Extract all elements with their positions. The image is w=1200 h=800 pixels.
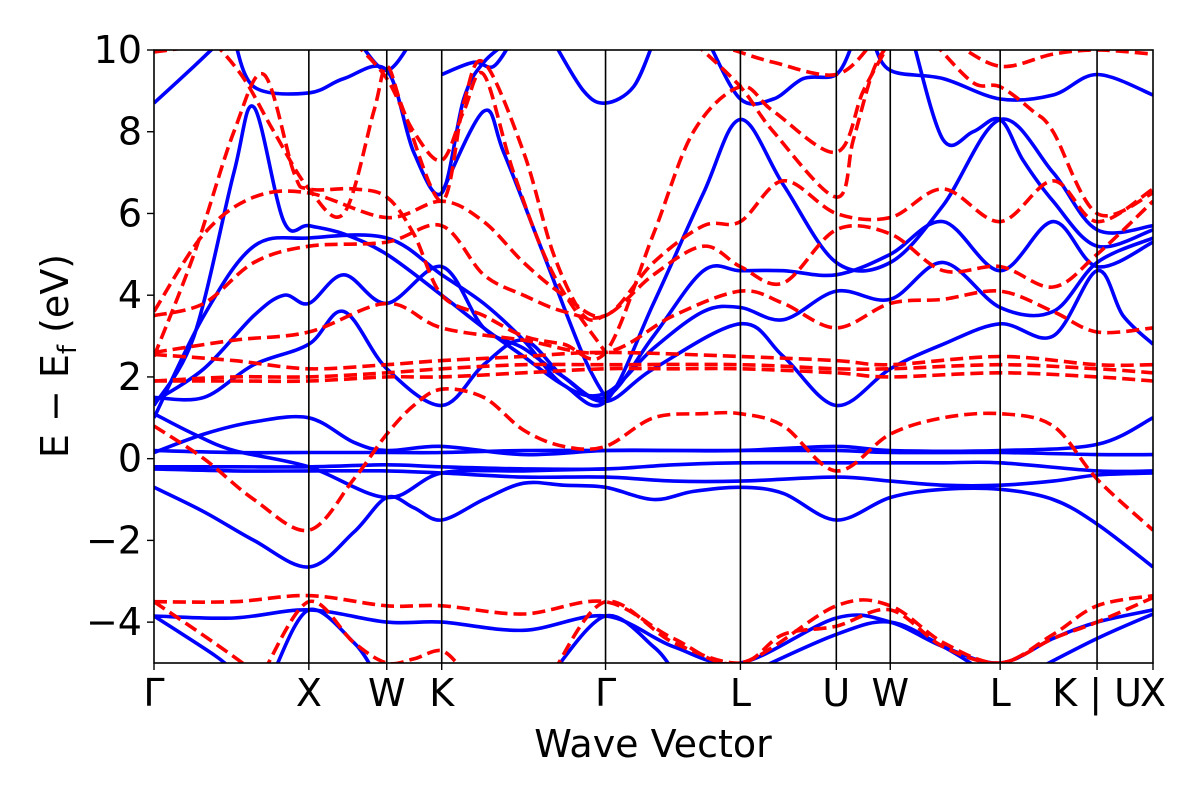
spin-down-band [154, 50, 183, 54]
x-tick-label: K | U [1052, 671, 1142, 716]
x-tick-label: L [730, 671, 751, 715]
y-tick-label: 8 [118, 110, 142, 154]
spin-down-band [154, 387, 1153, 533]
spin-up-band [154, 614, 228, 663]
spin-down-band [154, 593, 1153, 663]
x-tick-label: W [871, 671, 909, 715]
x-tick-label: X [1140, 671, 1166, 715]
spin-up-band [557, 613, 671, 663]
spin-down-band [359, 50, 607, 354]
spin-up-band [154, 104, 1153, 408]
spin-up-band [913, 50, 1153, 249]
y-tick-label: −2 [86, 518, 142, 562]
spin-down-band [962, 50, 1153, 69]
spin-up-band [154, 412, 606, 500]
spin-down-band [154, 50, 888, 361]
x-tick-label: Γ [143, 671, 164, 715]
spin-up-band [441, 50, 509, 77]
y-tick-label: −4 [86, 600, 142, 644]
y-tick-label: 4 [118, 273, 142, 317]
y-tick-label: 0 [118, 437, 142, 481]
spin-down-band [218, 50, 606, 322]
y-tick-label: 10 [94, 28, 142, 72]
spin-up-band [154, 50, 214, 105]
y-axis-label: E − Ef (eV) [33, 254, 83, 458]
spin-down-band [154, 199, 1153, 320]
x-tick-label: L [990, 671, 1011, 715]
high-symmetry-lines [308, 50, 1098, 663]
x-tick-label: K [429, 671, 455, 715]
spin-up-band [154, 467, 1153, 488]
x-axis-label: Wave Vector [534, 722, 772, 766]
x-tick-label: X [296, 671, 322, 715]
spin-down-band [154, 179, 1153, 319]
y-axis-label-sub: f [53, 344, 83, 354]
spin-down-band [556, 595, 1153, 663]
plot-frame [153, 49, 1154, 664]
spin-up-band [275, 607, 372, 663]
x-tick-label: Γ [595, 671, 616, 715]
spin-down-band [154, 288, 1153, 355]
spin-up-band [154, 460, 1153, 474]
y-axis-label-unit: (eV) [33, 254, 77, 345]
spin-up-band [154, 414, 1153, 457]
y-axis-ticks: −4 −2 0 2 4 6 8 10 [86, 28, 154, 644]
y-axis-label-main: E − E [33, 354, 77, 458]
x-tick-label: U [822, 671, 850, 715]
y-tick-label: 2 [118, 355, 142, 399]
spin-up-band [710, 50, 852, 106]
spin-up-band [154, 268, 1153, 408]
x-tick-label: W [368, 671, 406, 715]
y-tick-label: 6 [118, 191, 142, 235]
